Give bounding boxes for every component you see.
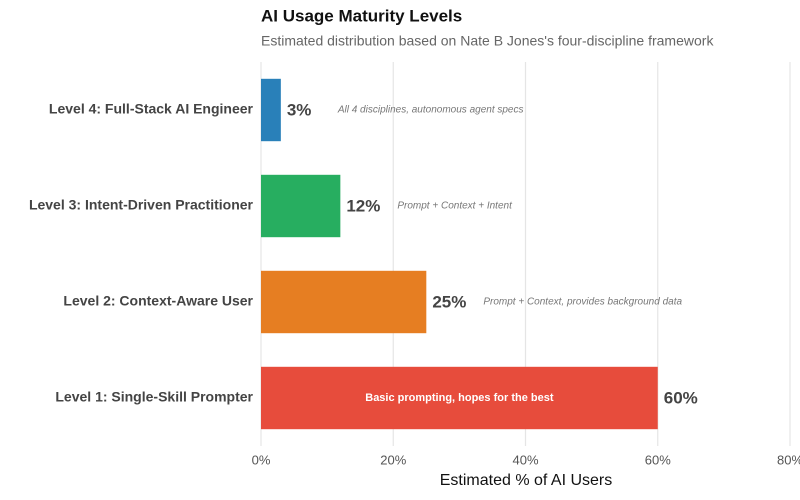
value-label: 12% — [346, 196, 380, 215]
bar-annotation: Prompt + Context + Intent — [397, 201, 513, 212]
value-label: 3% — [287, 100, 312, 119]
bar-annotation: All 4 disciplines, autonomous agent spec… — [337, 105, 524, 116]
chart-title: AI Usage Maturity Levels — [261, 6, 462, 25]
bar — [261, 270, 427, 334]
value-label: 60% — [664, 388, 698, 407]
y-tick-label: Level 4: Full-Stack AI Engineer — [49, 101, 254, 117]
value-label: 25% — [432, 292, 466, 311]
x-tick-label: 60% — [645, 452, 671, 467]
bar — [261, 366, 658, 430]
x-tick-label: 40% — [512, 452, 538, 467]
bar-annotation: Prompt + Context, provides background da… — [483, 297, 682, 308]
x-tick-label: 20% — [380, 452, 406, 467]
bar-annotation: Basic prompting, hopes for the best — [365, 392, 554, 404]
x-tick-label: 80% — [777, 452, 800, 467]
y-tick-label: Level 1: Single-Skill Prompter — [55, 389, 253, 405]
x-axis-label: Estimated % of AI Users — [440, 472, 613, 489]
y-tick-label: Level 3: Intent-Driven Practitioner — [29, 197, 254, 213]
bar — [261, 174, 341, 238]
y-tick-label: Level 2: Context-Aware User — [63, 293, 253, 309]
x-tick-label: 0% — [252, 452, 271, 467]
chart-subtitle: Estimated distribution based on Nate B J… — [261, 33, 714, 49]
bar — [261, 78, 281, 142]
